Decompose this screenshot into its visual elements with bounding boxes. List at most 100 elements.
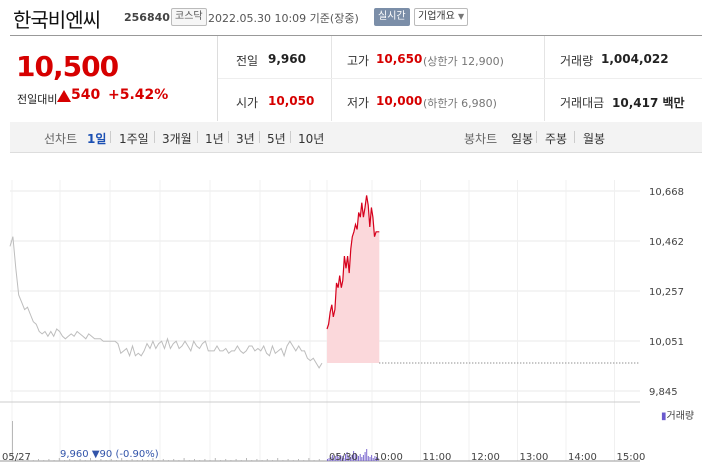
x-tick-label: 13:00 xyxy=(520,452,549,463)
volume-bar xyxy=(277,458,279,461)
tab-10year[interactable]: 10년 xyxy=(298,132,325,146)
current-price: 10,500 xyxy=(16,50,119,83)
y-tick-label: 10,051 xyxy=(649,337,684,348)
volume-bar xyxy=(32,460,34,461)
volume-bar xyxy=(340,455,342,461)
tab-3year[interactable]: 3년 xyxy=(236,132,255,146)
candle-chart-label: 봉차트 xyxy=(464,132,498,146)
volume-bar xyxy=(338,457,340,461)
volume-bar xyxy=(214,458,216,461)
volume-bar xyxy=(328,458,330,461)
volume-bar xyxy=(266,459,268,461)
chart-grid xyxy=(0,180,640,462)
stock-code: 256840 xyxy=(124,11,170,24)
volume-bar xyxy=(183,458,185,461)
low-label: 저가 xyxy=(347,96,370,110)
tab-3month[interactable]: 3개월 xyxy=(162,132,192,146)
y-tick-label: 9,845 xyxy=(649,387,678,398)
volume-bar xyxy=(220,460,221,461)
tab-separator xyxy=(574,131,575,143)
x-tick-label: 15:00 xyxy=(617,452,646,463)
volume-bar xyxy=(287,459,289,461)
volume-bar xyxy=(313,460,315,461)
volume-bar xyxy=(27,458,29,461)
volume-bar xyxy=(374,456,376,461)
y-axis-labels: 10,668 10,462 10,257 10,051 9,845 xyxy=(649,187,684,398)
volume-bar xyxy=(194,459,195,461)
tab-daily-candle[interactable]: 일봉 xyxy=(511,132,534,146)
volume-bar xyxy=(351,455,353,461)
x-tick-label: 05/30 xyxy=(329,452,358,463)
volume-bar xyxy=(84,460,86,461)
tab-monthly-candle[interactable]: 월봉 xyxy=(583,132,606,146)
tab-5year[interactable]: 5년 xyxy=(267,132,286,146)
tab-separator xyxy=(197,131,198,143)
volume-bar xyxy=(110,459,112,461)
x-axis-labels: 05/27 05/30 10:00 11:00 12:00 13:00 14:00 15:00 xyxy=(2,452,645,463)
volume-bar xyxy=(282,460,284,461)
high-label: 고가 xyxy=(347,54,370,68)
volume-bar xyxy=(204,459,206,461)
open-label: 시가 xyxy=(236,96,259,110)
volume-bar xyxy=(369,457,371,461)
volume-bar xyxy=(364,452,366,461)
volume-bar xyxy=(58,458,60,461)
volume-bar xyxy=(178,460,180,461)
volume-bar xyxy=(353,451,355,461)
tab-1year[interactable]: 1년 xyxy=(205,132,224,146)
price-change-pct: +5.42% xyxy=(108,87,169,103)
tab-1week[interactable]: 1주일 xyxy=(119,132,149,146)
tab-separator xyxy=(110,131,111,143)
price-change: 540 xyxy=(71,87,101,103)
volume-bar xyxy=(209,460,211,461)
volume-bar xyxy=(53,460,55,461)
company-info-dropdown[interactable]: 기업개요 ▼ xyxy=(414,8,469,26)
volume-bar xyxy=(225,459,227,461)
volume-bar xyxy=(43,460,45,461)
prev-day-change: 90 xyxy=(99,449,113,460)
volume-bar xyxy=(327,459,328,461)
market-badge: 코스닥 xyxy=(171,8,207,26)
volume-bar xyxy=(100,459,102,461)
volume-bar xyxy=(367,456,369,461)
price-box xyxy=(10,36,218,121)
volume-bar xyxy=(152,458,154,461)
volume-bar xyxy=(356,455,358,461)
volume-bar xyxy=(121,458,123,461)
volume-bar xyxy=(345,454,346,461)
volume-bar xyxy=(359,454,361,461)
realtime-button[interactable]: 실시간 xyxy=(374,8,410,26)
tab-weekly-candle[interactable]: 주봉 xyxy=(545,132,568,146)
volume-bar xyxy=(126,460,128,461)
volume-bar xyxy=(48,459,50,461)
tab-separator xyxy=(154,131,155,143)
volume-bar xyxy=(246,458,247,461)
divider xyxy=(218,78,702,79)
volume-bar xyxy=(331,455,333,461)
volume-bar xyxy=(235,459,237,461)
x-tick-label: 05/27 xyxy=(2,452,31,463)
company-info-label: 기업개요 xyxy=(418,11,455,22)
volume-bar xyxy=(308,458,310,461)
volume-bar xyxy=(131,459,133,461)
volume-legend-swatch: ▮ xyxy=(661,411,667,422)
today-area xyxy=(327,195,380,364)
volume-bar xyxy=(336,453,338,461)
volume-bar xyxy=(240,460,242,461)
volume-bar xyxy=(136,460,138,461)
volume-bar xyxy=(371,455,373,461)
chevron-down-icon: ▼ xyxy=(458,12,465,21)
volume-bar xyxy=(105,460,107,461)
volume-bar xyxy=(362,455,364,461)
x-tick-label: 12:00 xyxy=(471,452,500,463)
volume-label: 거래량 xyxy=(560,54,594,68)
prev-close-value: 9,960 xyxy=(268,52,306,66)
volume-bar xyxy=(173,459,175,461)
up-triangle-icon xyxy=(57,90,71,102)
volume-bar xyxy=(168,460,169,461)
low-value: 10,000 xyxy=(376,94,423,108)
tab-1day[interactable]: 1일 xyxy=(87,132,107,146)
prev-day-line xyxy=(9,236,323,369)
tab-separator xyxy=(290,131,291,143)
volume-bar xyxy=(366,449,368,461)
